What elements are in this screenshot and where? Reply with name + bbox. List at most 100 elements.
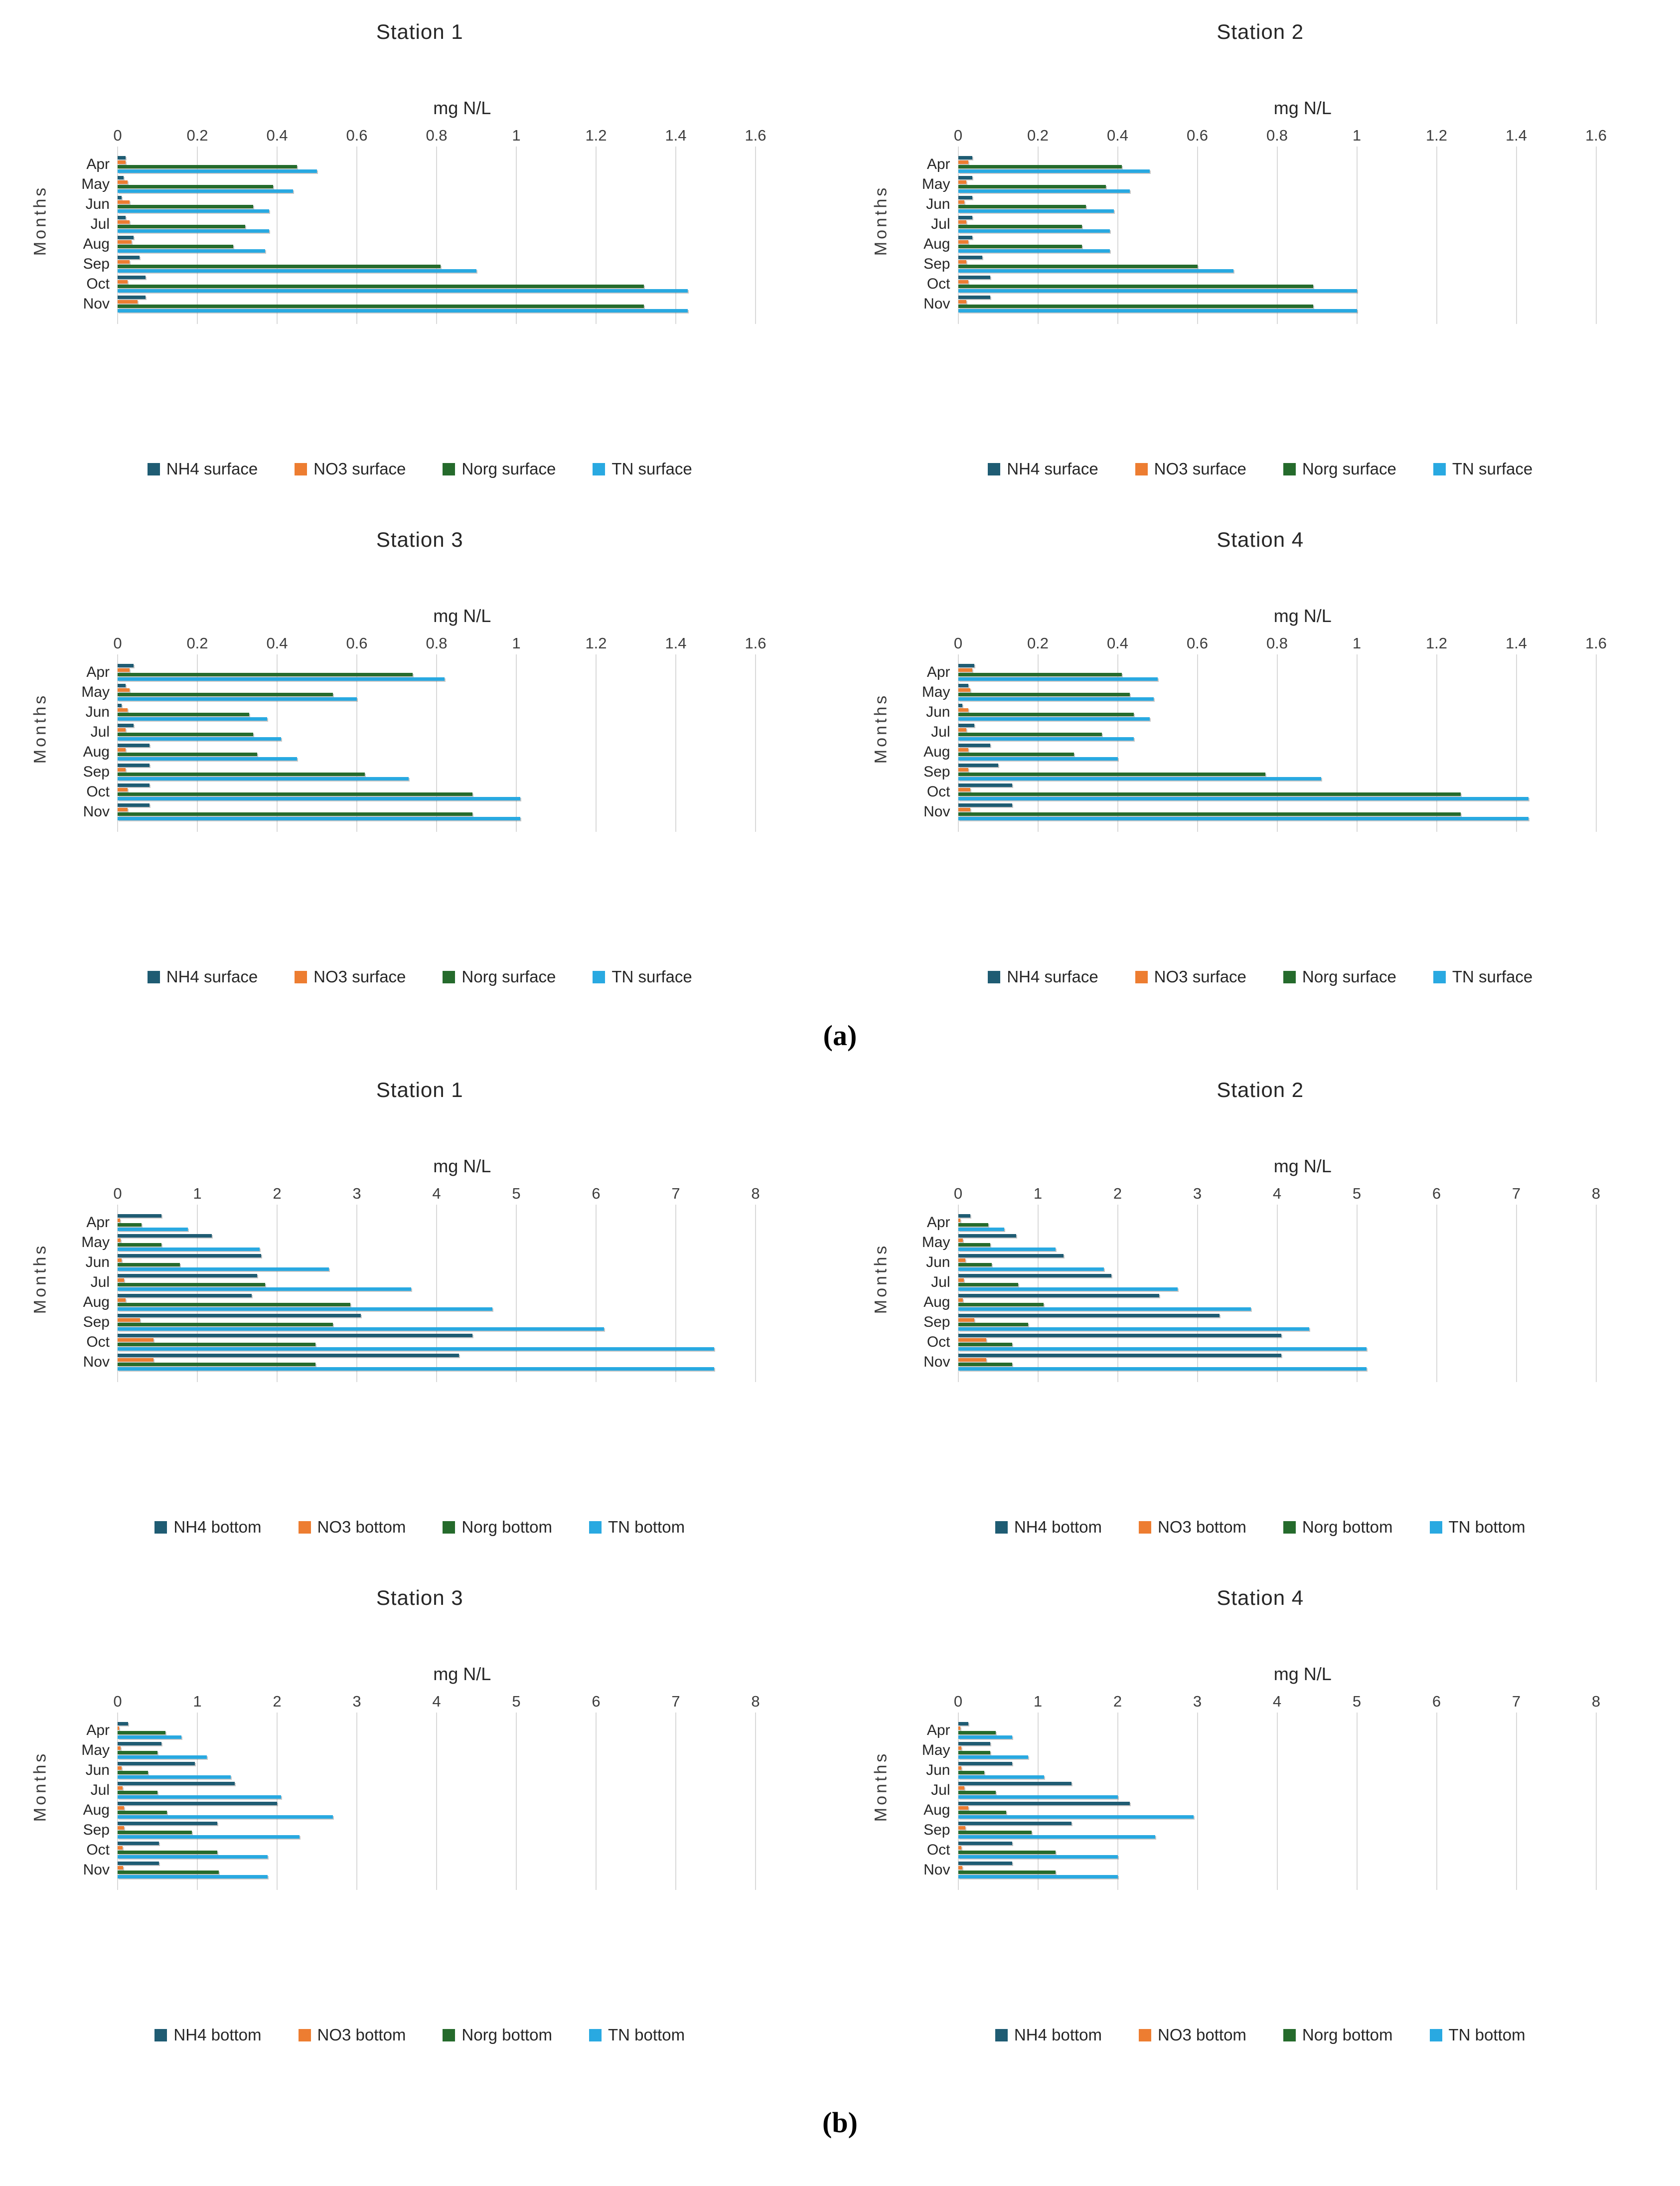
gridline [356,654,357,832]
month-label: Jul [931,724,950,740]
legend-item: NH4 surface [988,967,1098,986]
legend: NH4 surface NO3 surface Norg surface TN sur… [22,967,818,986]
bar-no3 [118,1239,121,1242]
x-tick: 1.2 [1425,127,1448,144]
legend-label: NO3 bottom [1158,1518,1246,1536]
bar-norg [118,305,644,308]
bar-no3 [958,708,968,712]
x-tick: 4 [432,1185,441,1202]
month-label: Oct [86,1334,110,1350]
bar-norg [118,265,441,268]
legend-item: NH4 bottom [995,2026,1102,2044]
bar-norg [118,753,257,756]
legend-swatch-norg [443,2029,456,2041]
bar-no3 [118,180,128,184]
x-tick: 3 [1193,1185,1202,1202]
bar-no3 [118,1866,124,1870]
legend-item: TN bottom [1429,2026,1526,2044]
x-tick: 0.2 [1027,634,1049,652]
month-group [958,1740,1596,1760]
gridline [436,1713,437,1890]
month-label: Oct [926,783,950,800]
month-label: Apr [926,664,950,680]
gridline [516,1205,517,1382]
month-group [118,1213,756,1233]
legend-swatch-nh4 [154,2029,167,2041]
month-label: Sep [923,1314,950,1330]
y-axis-title: Months [22,1185,59,1372]
bar-no3 [958,1358,986,1362]
y-axis-title: Months [863,127,900,314]
y-axis-title: Months [863,1693,900,1880]
x-tick: 2 [1113,1693,1122,1710]
month-label: Nov [923,1862,950,1878]
month-label: Jun [85,196,110,212]
x-tick: 6 [1432,1185,1441,1202]
bar-norg [118,165,297,168]
bar-no3 [118,280,128,284]
chart-title: Station 3 [376,528,463,551]
bar-no3 [958,1239,963,1242]
legend-label: NO3 surface [1154,460,1246,478]
bar-no3 [958,1726,961,1730]
month-label: May [81,1742,110,1758]
bar-tn [118,189,293,193]
bar-no3 [118,748,126,752]
bar-tn [958,289,1357,293]
legend-item: TN bottom [589,2026,685,2044]
x-tick: 1.2 [585,634,607,652]
x-tick: 0.2 [186,127,208,144]
month-label: May [81,176,110,192]
bar-no3 [958,180,966,184]
month-group [958,1213,1596,1233]
bar-no3 [118,768,126,772]
legend-label: Norg bottom [1302,2026,1393,2044]
bar-no3 [118,200,130,204]
gridline [117,147,118,324]
gridline [197,654,198,832]
legend-swatch-no3 [1135,463,1148,475]
bar-no3 [118,220,130,224]
legend-label: NO3 surface [1154,967,1246,986]
chart-title: Station 1 [376,20,463,43]
bar-nh4 [958,1254,1064,1257]
bar-norg [958,1263,992,1266]
month-label: Nov [923,1354,950,1370]
legend-item: NH4 bottom [995,1518,1102,1537]
bar-norg [958,165,1122,168]
legend-swatch-norg [443,463,456,475]
legend-item: NO3 surface [295,967,406,986]
bar-no3 [118,808,128,811]
x-axis-title: mg N/L [1273,98,1332,118]
bar-tn [958,1367,1367,1371]
bar-nh4 [958,1214,970,1218]
bar-nh4 [118,1314,361,1317]
chart-station-4-bottom: Station 4 mg N/L Months Apr May Jun Jul Aug Sep O… [863,1573,1659,2064]
bar-no3 [958,788,970,791]
bar-no3 [118,1846,123,1850]
x-tick: 3 [1193,1693,1202,1710]
bar-norg [958,245,1082,248]
bar-norg [958,1731,996,1734]
x-tick: 8 [751,1185,760,1202]
bar-no3 [958,220,966,224]
bar-nh4 [118,1762,195,1765]
gridline [957,654,959,832]
bar-norg [118,185,273,188]
bar-tn [958,677,1158,681]
gridline [1595,654,1597,832]
bar-no3 [958,728,966,732]
legend-label: NO3 bottom [1158,2026,1246,2044]
month-label: Aug [923,1294,950,1310]
bar-no3 [958,1866,962,1870]
month-label: Aug [83,1294,110,1310]
x-tick: 0 [113,634,122,652]
bar-norg [958,1323,1029,1326]
month-label: Sep [83,1822,110,1838]
bar-tn [118,1228,188,1231]
month-label: Apr [926,1722,950,1738]
legend-label: TN surface [1452,460,1533,478]
legend-item: Norg bottom [443,1518,552,1537]
bar-tn [118,289,688,293]
x-tick: 1.4 [665,127,687,144]
